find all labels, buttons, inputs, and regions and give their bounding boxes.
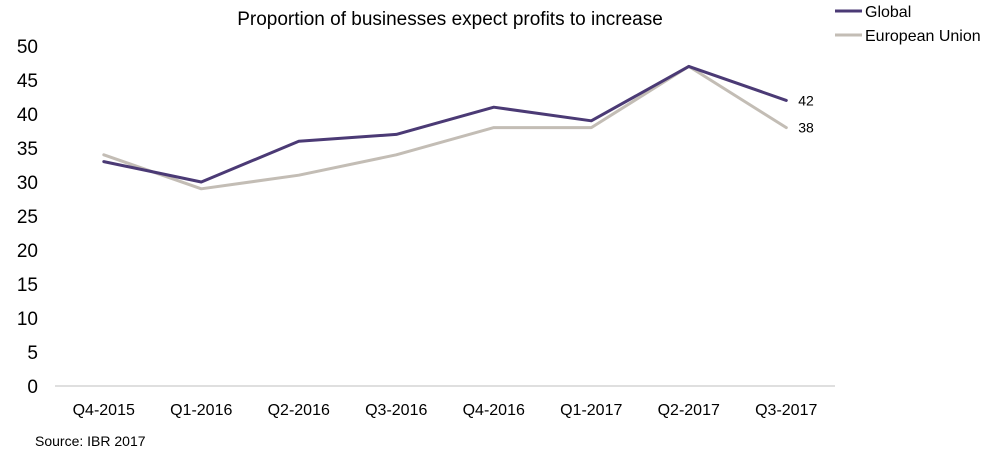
- x-tick-label: Q1-2017: [560, 402, 622, 419]
- plot-area: [102, 64, 788, 191]
- y-tick-label: 0: [27, 377, 38, 398]
- chart-title: Proportion of businesses expect profits …: [237, 9, 663, 30]
- data-label-global: 42: [798, 92, 814, 108]
- y-tick-label: 50: [17, 37, 38, 58]
- y-tick-label: 15: [17, 275, 38, 296]
- x-tick-label: Q3-2016: [365, 402, 427, 419]
- y-tick-label: 40: [17, 105, 38, 126]
- y-tick-label: 35: [17, 139, 38, 160]
- y-tick-label: 5: [27, 343, 38, 364]
- data-label-european-union: 38: [798, 120, 814, 136]
- x-tick-label: Q2-2016: [268, 402, 330, 419]
- legend: Global European Union: [835, 4, 981, 45]
- legend-label: European Union: [865, 28, 981, 45]
- series-line-european-union: [102, 64, 788, 191]
- x-tick-label: Q4-2016: [463, 402, 525, 419]
- y-axis: 0 5 10 15 20 25 30 35 40 45 50: [17, 37, 38, 398]
- legend-label: Global: [865, 4, 911, 21]
- y-tick-label: 25: [17, 207, 38, 228]
- x-tick-label: Q4-2015: [73, 402, 135, 419]
- x-axis: Q4-2015 Q1-2016 Q2-2016 Q3-2016 Q4-2016 Q1-20…: [73, 402, 818, 419]
- y-tick-label: 45: [17, 71, 38, 92]
- x-tick-label: Q3-2017: [755, 402, 817, 419]
- source-note: Source: IBR 2017: [35, 433, 146, 449]
- x-tick-label: Q1-2016: [170, 402, 232, 419]
- y-tick-label: 20: [17, 241, 38, 262]
- y-tick-label: 10: [17, 309, 38, 330]
- y-tick-label: 30: [17, 173, 38, 194]
- data-labels: 42 38: [798, 92, 814, 135]
- series-line-global: [102, 64, 788, 184]
- x-tick-label: Q2-2017: [658, 402, 720, 419]
